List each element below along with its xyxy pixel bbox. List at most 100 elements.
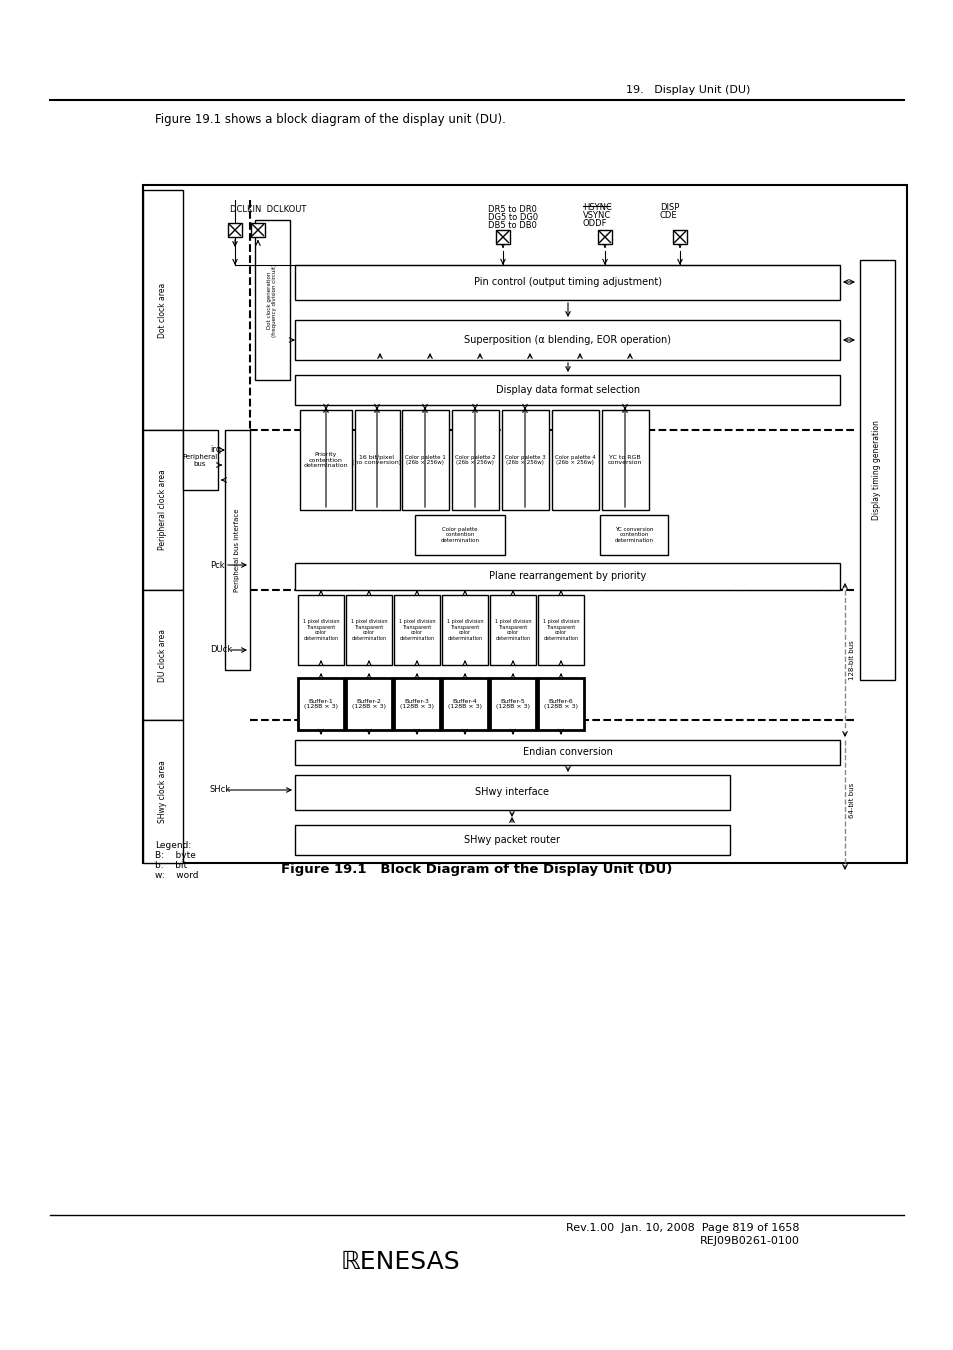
Text: 1 pixel division
Transparent
color
determination: 1 pixel division Transparent color deter… (446, 618, 483, 641)
Bar (537, 678, 583, 730)
Bar (496, 230, 510, 244)
Text: 1 pixel division
Transparent
color
determination: 1 pixel division Transparent color deter… (495, 618, 531, 641)
Bar (599, 514, 667, 555)
Text: DUck: DUck (210, 645, 232, 655)
Text: Superposition (α blending, EOR operation): Superposition (α blending, EOR operation… (464, 335, 671, 346)
Text: SHwy packet router: SHwy packet router (463, 836, 559, 845)
Text: B:    byte: B: byte (154, 850, 195, 860)
Text: Buffer-3
(128B × 3): Buffer-3 (128B × 3) (399, 698, 434, 709)
Text: DB5 to DB0: DB5 to DB0 (488, 221, 537, 231)
Bar (294, 740, 840, 765)
Text: YC to RGB
conversion: YC to RGB conversion (607, 455, 641, 466)
Text: 128-bit bus: 128-bit bus (848, 640, 854, 680)
Text: Color palette 1
(26b × 256w): Color palette 1 (26b × 256w) (404, 455, 445, 466)
Bar (143, 431, 183, 590)
Text: Peripheral
bus: Peripheral bus (182, 454, 217, 467)
Text: Endian conversion: Endian conversion (522, 747, 612, 757)
Bar (490, 678, 536, 730)
Bar (143, 190, 183, 431)
Text: SHwy interface: SHwy interface (475, 787, 548, 796)
Text: Color palette 4
(26b × 256w): Color palette 4 (26b × 256w) (554, 455, 595, 466)
Bar (225, 431, 250, 670)
Text: Pin control (output timing adjustment): Pin control (output timing adjustment) (474, 277, 661, 288)
Bar (452, 410, 498, 510)
Bar (143, 720, 183, 863)
Bar (297, 595, 344, 666)
Text: SHwy clock area: SHwy clock area (158, 760, 168, 824)
Text: Peripheral bus interface: Peripheral bus interface (233, 508, 240, 591)
Text: Rev.1.00  Jan. 10, 2008  Page 819 of 1658: Rev.1.00 Jan. 10, 2008 Page 819 of 1658 (566, 1223, 800, 1233)
Bar (346, 595, 392, 666)
Text: 1 pixel division
Transparent
color
determination: 1 pixel division Transparent color deter… (398, 618, 435, 641)
Bar (552, 410, 598, 510)
Bar (355, 410, 399, 510)
Bar (143, 185, 906, 863)
Text: Buffer-6
(128B × 3): Buffer-6 (128B × 3) (543, 698, 578, 709)
Text: YC conversion
contention
determination: YC conversion contention determination (614, 526, 653, 543)
Text: Display data format selection: Display data format selection (496, 385, 639, 396)
Text: Buffer-1
(128B × 3): Buffer-1 (128B × 3) (304, 698, 337, 709)
Text: Priority
contention
determination: Priority contention determination (303, 452, 348, 468)
Text: Legend:: Legend: (154, 841, 191, 849)
Bar (183, 431, 218, 490)
Bar (294, 375, 840, 405)
Text: Display timing generation: Display timing generation (872, 420, 881, 520)
Bar (251, 223, 265, 238)
Text: Figure 19.1   Block Diagram of the Display Unit (DU): Figure 19.1 Block Diagram of the Display… (281, 864, 672, 876)
Text: Color palette 2
(26b × 256w): Color palette 2 (26b × 256w) (455, 455, 495, 466)
Text: Color palette
contention
determination: Color palette contention determination (440, 526, 479, 543)
Bar (394, 678, 439, 730)
Text: 16 bit/pixel
(no conversion): 16 bit/pixel (no conversion) (352, 455, 401, 466)
Bar (441, 595, 488, 666)
Text: 64-bit bus: 64-bit bus (848, 783, 854, 818)
Bar (501, 410, 548, 510)
Bar (598, 230, 612, 244)
Bar (294, 775, 729, 810)
Text: irq: irq (210, 446, 221, 455)
Text: 19.   Display Unit (DU): 19. Display Unit (DU) (625, 85, 749, 94)
Bar (143, 590, 183, 720)
Bar (537, 595, 583, 666)
Bar (441, 678, 488, 730)
Text: HSYNC: HSYNC (582, 204, 611, 212)
Text: Peripheral clock area: Peripheral clock area (158, 470, 168, 551)
Text: DG5 to DG0: DG5 to DG0 (488, 213, 537, 223)
Bar (490, 595, 536, 666)
Text: CDE: CDE (659, 212, 677, 220)
Bar (299, 410, 352, 510)
Text: Buffer-2
(128B × 3): Buffer-2 (128B × 3) (352, 698, 386, 709)
Text: b:    bit: b: bit (154, 860, 187, 869)
Bar (401, 410, 449, 510)
Bar (294, 320, 840, 360)
Text: 1 pixel division
Transparent
color
determination: 1 pixel division Transparent color deter… (542, 618, 578, 641)
Text: Pck: Pck (210, 560, 224, 570)
Text: w:    word: w: word (154, 871, 198, 879)
Bar (297, 678, 344, 730)
Text: 1 pixel division
Transparent
color
determination: 1 pixel division Transparent color deter… (302, 618, 339, 641)
Bar (294, 265, 840, 300)
Bar (294, 825, 729, 855)
Text: ODDF: ODDF (582, 220, 607, 228)
Text: DCLKIN  DCLKOUT: DCLKIN DCLKOUT (230, 205, 306, 215)
Bar (415, 514, 504, 555)
Text: 1 pixel division
Transparent
color
determination: 1 pixel division Transparent color deter… (351, 618, 387, 641)
Text: REJ09B0261-0100: REJ09B0261-0100 (700, 1237, 800, 1246)
Text: Plane rearrangement by priority: Plane rearrangement by priority (489, 571, 646, 580)
Text: VSYNC: VSYNC (582, 212, 611, 220)
Bar (672, 230, 686, 244)
Bar (254, 220, 290, 379)
Bar (394, 595, 439, 666)
Bar (228, 223, 242, 238)
Bar (601, 410, 648, 510)
Text: SHck: SHck (210, 786, 231, 795)
Bar (859, 261, 894, 680)
Text: DU clock area: DU clock area (158, 629, 168, 682)
Text: DISP: DISP (659, 204, 679, 212)
Bar (346, 678, 392, 730)
Text: Buffer-5
(128B × 3): Buffer-5 (128B × 3) (496, 698, 530, 709)
Text: Buffer-4
(128B × 3): Buffer-4 (128B × 3) (448, 698, 481, 709)
Text: Dot clock generation
(frequency division circuit): Dot clock generation (frequency division… (266, 263, 277, 336)
Text: Color palette 3
(26b × 256w): Color palette 3 (26b × 256w) (504, 455, 545, 466)
Text: DR5 to DR0: DR5 to DR0 (488, 205, 537, 215)
Text: ℝENESAS: ℝENESAS (340, 1250, 459, 1274)
